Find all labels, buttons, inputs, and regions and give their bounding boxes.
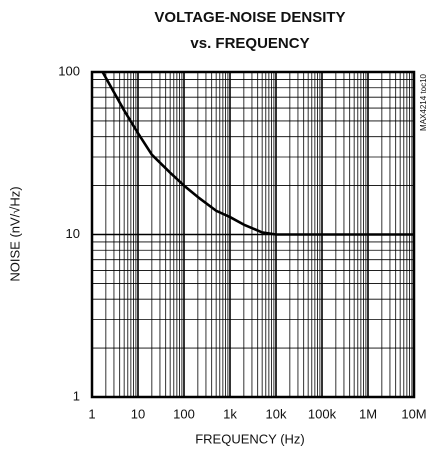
chart-subtitle: vs. FREQUENCY (190, 35, 309, 52)
x-tick-label: 100k (308, 406, 337, 421)
line (101, 71, 414, 236)
x-tick-label: 10M (401, 406, 426, 421)
x-tick-label: 10 (131, 406, 145, 421)
x-axis-label: FREQUENCY (Hz) (195, 431, 305, 446)
y-tick-label: 100 (58, 63, 80, 78)
x-tick-label: 100 (173, 406, 195, 421)
chart-title: VOLTAGE-NOISE DENSITY (154, 9, 345, 26)
annotation: MAX4214 toc10 (419, 73, 428, 130)
x-tick-label: 1M (359, 406, 377, 421)
x-tick-label: 1 (88, 406, 95, 421)
x-tick-label: 10k (266, 406, 287, 421)
y-tick-label: 1 (73, 388, 80, 403)
y-tick-label: 10 (66, 226, 80, 241)
y-axis-label: NOISE (nV/√Hz) (7, 186, 22, 281)
x-tick-label: 1k (223, 406, 237, 421)
